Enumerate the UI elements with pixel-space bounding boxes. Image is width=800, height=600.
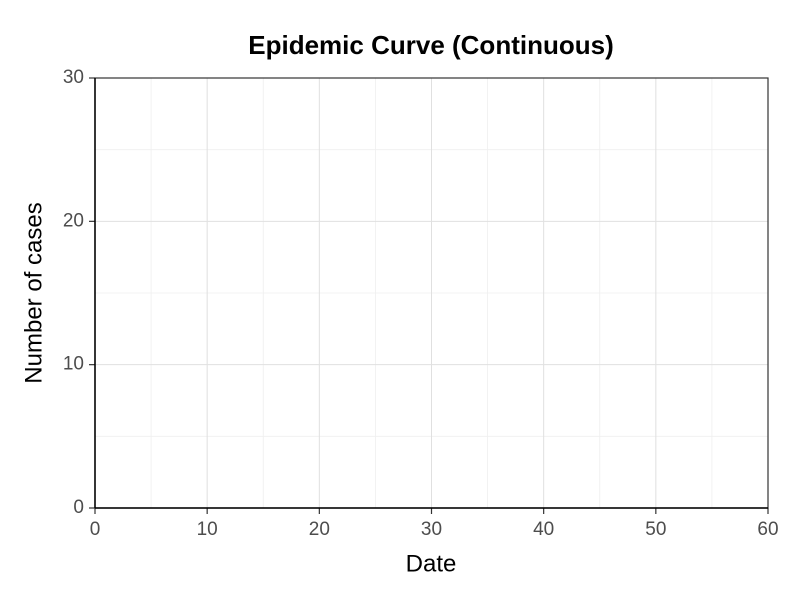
x-tick-label: 10 (197, 519, 218, 540)
y-axis-label: Number of cases (20, 202, 47, 383)
y-tick-label: 30 (63, 67, 84, 88)
y-tick-label: 10 (63, 354, 84, 375)
x-tick-label: 30 (421, 519, 442, 540)
y-tick-label: 20 (63, 210, 84, 231)
x-axis-label: Date (406, 550, 457, 577)
y-tick-label: 0 (73, 497, 84, 518)
x-tick-label: 40 (533, 519, 554, 540)
chart-title: Epidemic Curve (Continuous) (248, 30, 613, 60)
x-tick-label: 60 (757, 519, 778, 540)
x-tick-label: 50 (645, 519, 666, 540)
x-tick-label: 20 (309, 519, 330, 540)
x-tick-label: 0 (90, 519, 101, 540)
